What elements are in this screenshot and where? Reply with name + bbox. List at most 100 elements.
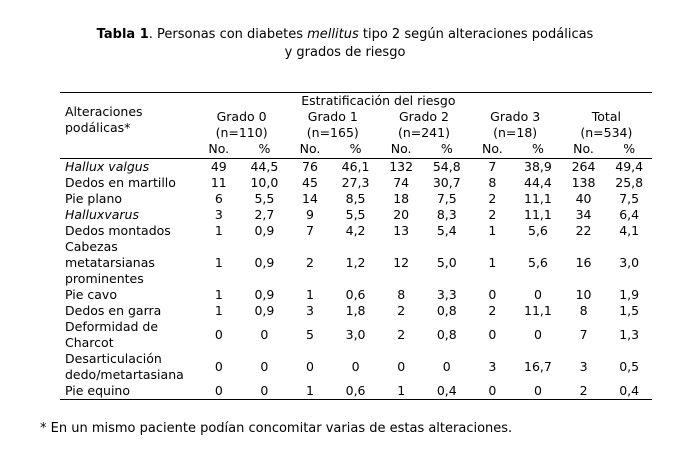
table-cell: 0,5: [619, 359, 640, 374]
table-cell: 38,9: [524, 159, 552, 174]
group-name: Grado 3: [490, 109, 541, 124]
table-cell: 6,4: [619, 207, 640, 222]
table-cell: 3,0: [345, 327, 366, 342]
group-name: Total: [591, 109, 621, 124]
table-cell: 16,7: [524, 359, 552, 374]
table-cell: 74: [393, 175, 410, 190]
row-label: Cabezas metatarsianas prominentes: [65, 239, 155, 286]
table-cell: 2: [488, 303, 497, 318]
table-cell: 44,5: [250, 159, 279, 174]
row-label: Pie plano: [65, 191, 123, 206]
table-cell: 1,9: [619, 287, 640, 302]
table-title-line2: y grados de riesgo: [284, 45, 406, 60]
table-cell: 11,1: [524, 303, 552, 318]
table-cell: 0: [488, 287, 497, 302]
table-cell: 6: [214, 191, 223, 206]
table-cell: 2: [397, 303, 406, 318]
group-name: Grado 0: [216, 109, 267, 124]
table-cell: 3,0: [619, 255, 640, 270]
table-cell: 18: [393, 191, 410, 206]
table-footnote: * En un mismo paciente podían concomitar…: [40, 421, 513, 436]
row-label: Pie equino: [65, 383, 130, 398]
table-cell: 46,1: [341, 159, 370, 174]
row-label: Desarticulación dedo/metartasiana: [65, 351, 184, 382]
table-cell: 1: [306, 287, 314, 302]
table-cell: 1: [488, 255, 497, 270]
table-cell: 0,8: [436, 303, 457, 318]
table-cell: 2: [397, 327, 406, 342]
table-cell: 3: [214, 207, 223, 222]
subcolumn-no: No.: [560, 141, 607, 159]
table-cell: 0: [488, 327, 497, 342]
table-cell: 0,9: [254, 255, 275, 270]
table-cell: 1: [488, 223, 497, 238]
group-name: Grado 2: [398, 109, 449, 124]
column-header-estratificacion: Estratificación del riesgo: [301, 93, 456, 108]
table-cell: 7: [488, 159, 497, 174]
table-cell: 3: [579, 359, 588, 374]
table-cell: 1: [214, 223, 223, 238]
table-cell: 0,9: [254, 223, 275, 238]
column-group-total: Total (n=534): [561, 109, 652, 141]
table-title-italic-term: mellitus: [307, 27, 359, 42]
table-cell: 5,0: [436, 255, 457, 270]
table-title: Tabla 1. Personas con diabetes mellitus …: [0, 26, 690, 62]
table-cell: 2,7: [254, 207, 275, 222]
data-table-container: Alteraciones podálicas* Estratificación …: [60, 92, 652, 400]
column-group-grado3: Grado 3 (n=18): [470, 109, 561, 141]
data-table: Alteraciones podálicas* Estratificación …: [60, 92, 652, 400]
table-cell: 2: [488, 207, 497, 222]
subcolumn-pct: %: [606, 141, 652, 159]
row-label: Dedos montados: [65, 223, 171, 238]
table-cell: 45: [302, 175, 318, 190]
table-cell: 0: [214, 359, 223, 374]
header-row-groups: Grado 0 (n=110) Grado 1 (n=165) Grado 2 …: [60, 109, 652, 141]
table-cell: 4,1: [619, 223, 640, 238]
row-label: Pie cavo: [65, 287, 117, 302]
table-cell: 49: [210, 159, 227, 174]
table-row: Hallux valgus 49 44,5 76 46,1 132 54,8 7 38,9 264…: [60, 159, 652, 176]
table-cell: 1: [214, 255, 223, 270]
table-cell: 7: [579, 327, 588, 342]
table-cell: 5,5: [345, 207, 366, 222]
group-name: Grado 1: [307, 109, 358, 124]
table-cell: 34: [575, 207, 592, 222]
table-cell: 5: [306, 327, 314, 342]
table-cell: 0,4: [436, 383, 457, 398]
group-n: (n=165): [306, 125, 359, 140]
table-cell: 10: [575, 287, 592, 302]
table-cell: 5,5: [254, 191, 275, 206]
table-cell: 40: [575, 191, 592, 206]
table-cell: 0,9: [254, 303, 275, 318]
table-cell: 1,2: [345, 255, 366, 270]
table-row: Dedos en garra 1 0,9 3 1,8 2 0,8 2 11,1 8 1,5: [60, 303, 652, 319]
table-cell: 1,5: [619, 303, 640, 318]
table-cell: 0: [533, 327, 542, 342]
table-cell: 0: [260, 359, 269, 374]
table-row: Desarticulación dedo/metartasiana 0 0 0 0 0 0 3…: [60, 351, 652, 383]
table-cell: 49,4: [615, 159, 644, 174]
column-group-grado2: Grado 2 (n=241): [378, 109, 469, 141]
table-cell: 0: [397, 359, 406, 374]
table-title-text2: tipo 2 según alteraciones podálicas: [358, 27, 594, 42]
table-row: Deformidad de Charcot 0 0 5 3,0 2 0,8 0 0 7 1,3: [60, 319, 652, 351]
table-cell: 132: [389, 159, 414, 174]
table-body: Hallux valgus 49 44,5 76 46,1 132 54,8 7 38,9 264…: [60, 159, 652, 400]
row-label: Hallux valgus: [65, 159, 150, 174]
table-cell: 14: [302, 191, 318, 206]
table-cell: 0,9: [254, 287, 275, 302]
subcolumn-pct: %: [332, 141, 379, 159]
table-cell: 3,3: [436, 287, 457, 302]
table-header: Alteraciones podálicas* Estratificación …: [60, 92, 652, 159]
table-cell: 0,8: [436, 327, 457, 342]
table-cell: 0: [488, 383, 497, 398]
table-cell: 264: [571, 159, 596, 174]
table-title-line1: Tabla 1. Personas con diabetes mellitus …: [0, 26, 690, 44]
table-cell: 3: [306, 303, 314, 318]
table-cell: 1: [397, 383, 406, 398]
table-cell: 11,1: [524, 207, 552, 222]
table-cell: 7,5: [436, 191, 457, 206]
table-cell: 8: [488, 175, 497, 190]
table-row: Pie plano 6 5,5 14 8,5 18 7,5 2 11,1 40 7,5: [60, 191, 652, 207]
